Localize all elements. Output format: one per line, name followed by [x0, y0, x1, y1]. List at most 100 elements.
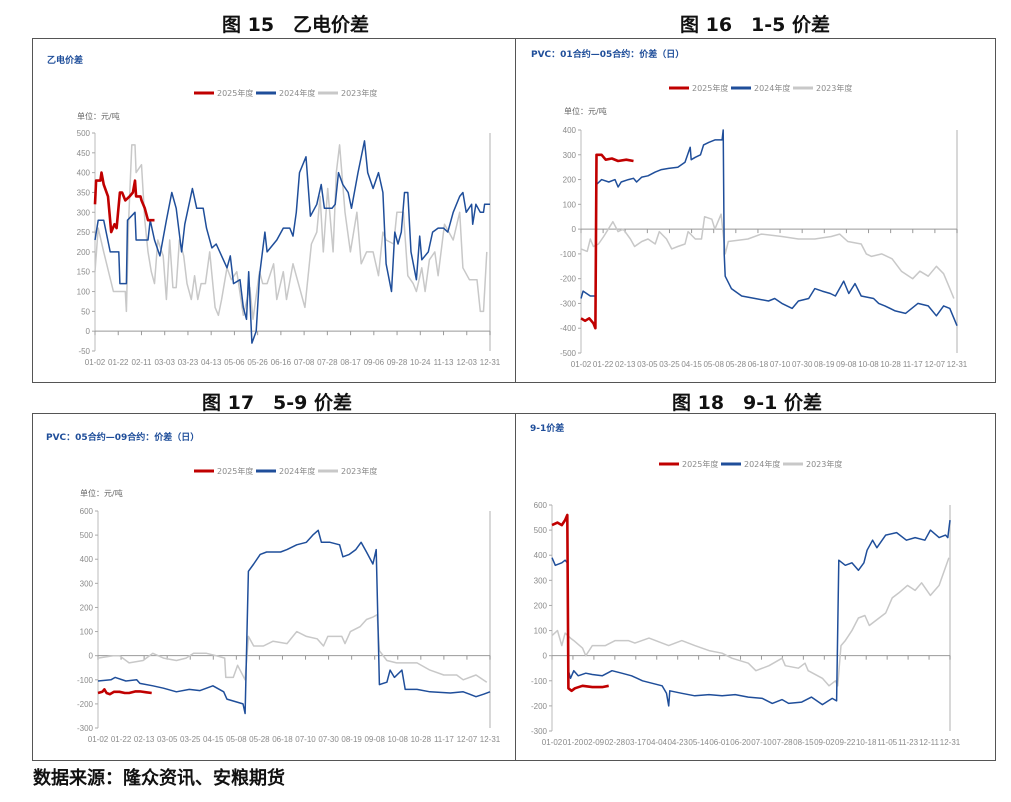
y-tick-label: 0: [543, 652, 548, 661]
x-tick-label: 02-11: [132, 358, 152, 367]
x-tick-label: 06-18: [272, 735, 293, 744]
legend-label: 2023年度: [806, 459, 842, 469]
legend-label: 2025年度: [682, 459, 718, 469]
y-tick-label: -400: [560, 324, 577, 333]
y-tick-label: 100: [80, 628, 94, 637]
x-tick-label: 12-31: [947, 360, 968, 369]
x-tick-label: 01-22: [111, 735, 132, 744]
x-tick-label: 01-02: [88, 735, 109, 744]
unit-label: 单位：元/吨: [77, 111, 120, 121]
y-tick-label: 600: [80, 507, 94, 516]
figure-15-title: 图 15 乙电价差: [222, 14, 370, 36]
y-tick-label: 400: [563, 126, 577, 135]
x-tick-label: 06-16: [271, 358, 292, 367]
series-line-2024: [551, 520, 951, 707]
x-tick-label: 07-10: [770, 360, 791, 369]
figure-18-title: 图 18 9-1 价差: [672, 392, 822, 414]
x-tick-label: 02-13: [134, 735, 155, 744]
chart-title: 乙电价差: [47, 54, 83, 66]
x-tick-label: 12-31: [480, 358, 501, 367]
x-tick-label: 08-17: [340, 358, 361, 367]
y-tick-label: 100: [534, 627, 548, 636]
series-line-2025: [93, 171, 155, 234]
series-line-2023: [94, 144, 488, 321]
y-tick-label: -300: [560, 299, 577, 308]
series-line-2025: [97, 688, 152, 696]
x-tick-label: 11-17: [434, 735, 454, 744]
x-tick-label: 07-30: [792, 360, 813, 369]
y-tick-label: 300: [563, 151, 577, 160]
x-tick-label: 05-28: [249, 735, 270, 744]
y-tick-label: 200: [77, 248, 91, 257]
series-line-2023: [551, 557, 950, 687]
chart-title: 9-1价差: [530, 422, 564, 434]
x-tick-label: 04-13: [201, 358, 222, 367]
x-tick-label: 05-14: [688, 738, 709, 747]
x-tick-label: 01-02: [571, 360, 592, 369]
y-tick-label: 400: [80, 555, 94, 564]
x-tick-label: 03-25: [659, 360, 680, 369]
legend-label: 2023年度: [341, 466, 377, 476]
y-tick-label: 500: [77, 129, 91, 138]
x-tick-label: 05-28: [726, 360, 747, 369]
series-line-2024: [94, 140, 490, 344]
x-tick-label: 03-25: [180, 735, 201, 744]
y-tick-label: -500: [560, 349, 577, 358]
y-tick-label: 100: [563, 200, 577, 209]
x-tick-label: 12-11: [919, 738, 939, 747]
y-tick-label: 100: [77, 288, 91, 297]
x-tick-label: 06-18: [748, 360, 769, 369]
y-tick-label: 350: [77, 188, 91, 197]
x-tick-label: 05-26: [247, 358, 268, 367]
legend-label: 2025年度: [692, 83, 728, 93]
y-tick-label: 500: [534, 526, 548, 535]
y-tick-label: 300: [80, 579, 94, 588]
x-tick-label: 04-04: [647, 738, 668, 747]
x-tick-label: 12-07: [457, 735, 478, 744]
unit-label: 单位：元/吨: [80, 488, 123, 498]
chart-4: 9-1价差 2025年度 2024年度 2023年度 -300 -200 -100 0 100 2…: [530, 422, 961, 747]
series-line-2025: [551, 513, 609, 693]
x-tick-label: 07-10: [295, 735, 316, 744]
y-tick-label: 0: [86, 327, 91, 336]
x-tick-label: 12-31: [480, 735, 501, 744]
x-tick-label: 03-17: [626, 738, 647, 747]
x-tick-label: 11-05: [877, 738, 897, 747]
x-tick-label: 01-02: [85, 358, 106, 367]
y-tick-label: 500: [80, 531, 94, 540]
x-tick-label: 03-05: [637, 360, 658, 369]
y-tick-label: -200: [531, 702, 548, 711]
x-tick-label: 01-20: [563, 738, 584, 747]
y-tick-label: 200: [563, 176, 577, 185]
y-tick-label: -100: [560, 250, 577, 259]
y-tick-label: 400: [77, 169, 91, 178]
series-line-2023: [580, 213, 955, 299]
x-tick-label: 01-02: [542, 738, 563, 747]
x-tick-label: 09-06: [364, 358, 385, 367]
x-tick-label: 08-15: [793, 738, 814, 747]
series-line-2025: [580, 153, 634, 330]
y-tick-label: 0: [89, 652, 94, 661]
x-tick-label: 09-08: [364, 735, 385, 744]
y-tick-label: 250: [77, 228, 91, 237]
x-tick-label: 01-22: [108, 358, 129, 367]
x-tick-label: 10-08: [858, 360, 879, 369]
legend-label: 2024年度: [744, 459, 780, 469]
y-tick-label: -100: [531, 677, 548, 686]
series-line-2023: [97, 613, 488, 683]
y-tick-label: -300: [77, 724, 94, 733]
x-tick-label: 03-05: [157, 735, 178, 744]
x-tick-label: 07-28: [317, 358, 338, 367]
x-tick-label: 11-13: [434, 358, 454, 367]
y-tick-label: -100: [77, 676, 94, 685]
x-tick-label: 12-07: [925, 360, 946, 369]
chart-title: PVC：01合约—05合约：价差（日）: [531, 48, 684, 60]
x-tick-label: 10-24: [410, 358, 431, 367]
x-tick-label: 09-02: [814, 738, 835, 747]
y-tick-label: 600: [534, 501, 548, 510]
chart-2: PVC：01合约—05合约：价差（日） 单位：元/吨 2025年度 2024年度 202…: [531, 48, 968, 369]
legend-label: 2025年度: [217, 88, 253, 98]
legend-label: 2025年度: [217, 466, 253, 476]
